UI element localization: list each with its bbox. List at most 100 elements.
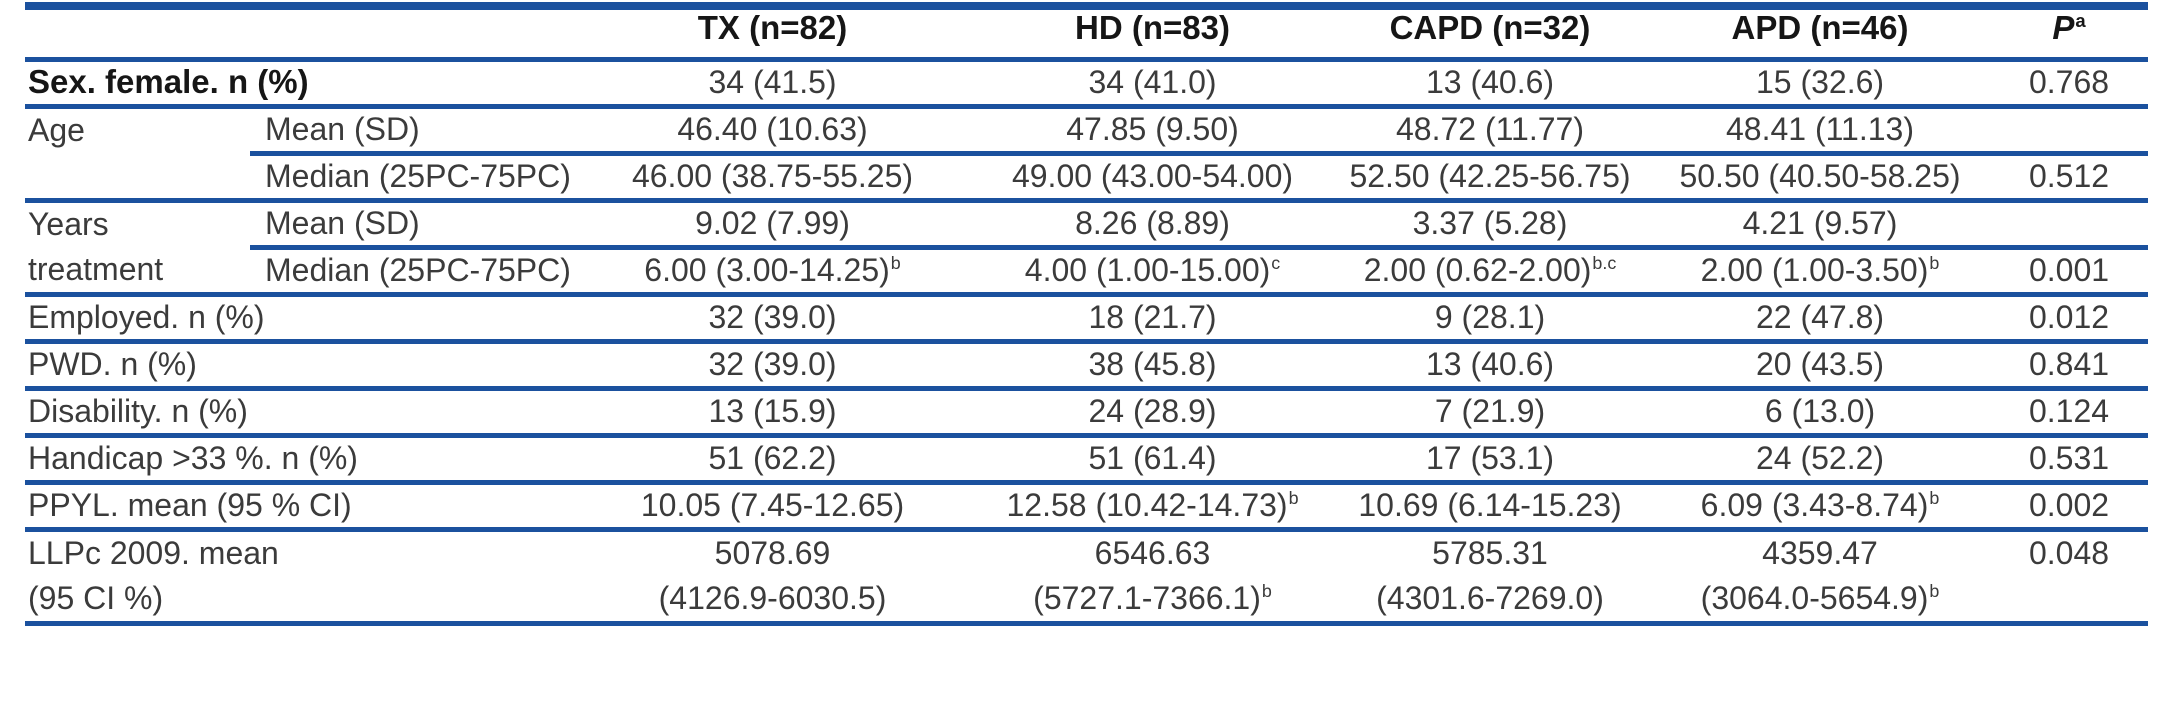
footnote-marker: b xyxy=(1929,253,1940,274)
row-years-median: treatment Median (25PC-75PC) 6.00 (3.00-… xyxy=(25,247,2148,297)
cell-value: 46.00 (38.75-55.25) xyxy=(631,157,914,194)
cell-value: 51 (62.2) xyxy=(708,439,837,476)
cell-value: 52.50 (42.25-56.75) xyxy=(1349,157,1631,194)
paper-table-container: TX (n=82) HD (n=83) CAPD (n=32) APD (n=4… xyxy=(25,2,2148,626)
cell-value: 46.40 (10.63) xyxy=(677,110,868,147)
cell-apd: (3064.0-5654.9)b xyxy=(1650,576,1990,623)
p-value-symbol: P xyxy=(2052,9,2075,47)
row-label: Handicap >33 %. n (%) xyxy=(25,435,570,485)
cell-hd: 38 (45.8) xyxy=(975,341,1330,391)
cell-hd: 18 (21.7) xyxy=(975,294,1330,344)
cell-value: (5727.1-7366.1) xyxy=(1033,579,1261,616)
cell-hd: 4.00 (1.00-15.00)c xyxy=(975,247,1330,297)
cell-value: 34 (41.5) xyxy=(708,63,837,100)
cell-value: 51 (61.4) xyxy=(1088,439,1217,476)
row-sex-female: Sex. female. n (%) 34 (41.5) 34 (41.0) 1… xyxy=(25,59,2148,109)
cell-hd: (5727.1-7366.1)b xyxy=(975,576,1330,623)
cell-value: 38 (45.8) xyxy=(1088,345,1217,382)
cell-apd: 50.50 (40.50-58.25) xyxy=(1650,153,1990,203)
row-sublabel: Mean (SD) xyxy=(250,106,570,156)
cell-tx: 46.00 (38.75-55.25) xyxy=(570,153,975,203)
cell-value: 3.37 (5.28) xyxy=(1412,204,1568,241)
row-disability: Disability. n (%) 13 (15.9) 24 (28.9) 7 … xyxy=(25,388,2148,438)
cell-value: 10.05 (7.45-12.65) xyxy=(640,486,905,523)
cell-value: 9 (28.1) xyxy=(1434,298,1546,335)
cell-p-value: 0.531 xyxy=(1990,435,2148,485)
row-label: treatment xyxy=(25,247,250,297)
cell-tx: 6.00 (3.00-14.25)b xyxy=(570,247,975,297)
cell-capd: 48.72 (11.77) xyxy=(1330,106,1650,156)
cell-value: (3064.0-5654.9) xyxy=(1700,579,1929,616)
row-llpc-mean: LLPc 2009. mean 5078.69 6546.63 5785.31 … xyxy=(25,529,2148,576)
col-header-hd: HD (n=83) xyxy=(975,6,1330,62)
cell-apd: 15 (32.6) xyxy=(1650,59,1990,109)
cell-capd: 17 (53.1) xyxy=(1330,435,1650,485)
cell-value: 6546.63 xyxy=(1094,535,1211,572)
footnote-marker: b xyxy=(1929,581,1940,601)
footnote-marker-a: a xyxy=(2075,10,2086,32)
cell-apd: 6.09 (3.43-8.74)b xyxy=(1650,482,1990,532)
cell-p-value: 0.001 xyxy=(1990,247,2148,297)
cell-hd: 6546.63 xyxy=(975,529,1330,576)
cell-value: 10.69 (6.14-15.23) xyxy=(1358,486,1622,523)
cell-value: 48.41 (11.13) xyxy=(1726,110,1914,147)
empty-header-cell xyxy=(25,6,570,62)
cell-value: 13 (40.6) xyxy=(1425,345,1555,382)
row-sublabel: Median (25PC-75PC) xyxy=(250,247,571,297)
cell-value: 20 (43.5) xyxy=(1755,345,1885,382)
cell-capd: 7 (21.9) xyxy=(1330,388,1650,438)
cell-capd: 9 (28.1) xyxy=(1330,294,1650,344)
cell-capd: 52.50 (42.25-56.75) xyxy=(1330,153,1650,203)
cell-value: 24 (52.2) xyxy=(1755,439,1885,476)
footnote-marker: b xyxy=(1929,488,1940,509)
row-ppyl: PPYL. mean (95 % CI) 10.05 (7.45-12.65) … xyxy=(25,482,2148,532)
footnote-marker: b xyxy=(890,253,901,274)
cell-value: (4301.6-7269.0) xyxy=(1376,579,1604,616)
cell-value: 34 (41.0) xyxy=(1088,63,1217,100)
cell-capd: 5785.31 xyxy=(1330,529,1650,576)
col-header-capd: CAPD (n=32) xyxy=(1330,6,1650,62)
cell-apd: 4359.47 xyxy=(1650,529,1990,576)
cell-tx: 51 (62.2) xyxy=(570,435,975,485)
cell-value: 13 (15.9) xyxy=(708,392,837,429)
cell-apd: 24 (52.2) xyxy=(1650,435,1990,485)
cell-value: 18 (21.7) xyxy=(1088,298,1217,335)
cell-value: 15 (32.6) xyxy=(1755,63,1885,100)
row-label: PPYL. mean (95 % CI) xyxy=(25,482,570,532)
cell-capd: (4301.6-7269.0) xyxy=(1330,576,1650,623)
row-label: Employed. n (%) xyxy=(25,294,570,344)
cell-value: 17 (53.1) xyxy=(1425,439,1555,476)
cell-p-value: 0.048 xyxy=(2028,535,2110,572)
cell-p-value: 0.002 xyxy=(1990,482,2148,532)
cell-value: 4.21 (9.57) xyxy=(1742,204,1898,241)
cell-value: 4359.47 xyxy=(1762,535,1878,572)
footnote-marker: b xyxy=(1261,581,1272,601)
cell-p-value: 0.124 xyxy=(1990,388,2148,438)
cell-value: 6.09 (3.43-8.74) xyxy=(1700,486,1929,523)
row-label: LLPc 2009. mean xyxy=(28,535,279,572)
row-label: PWD. n (%) xyxy=(25,341,570,391)
col-header-p: Pa xyxy=(1990,6,2148,62)
cell-tx: 34 (41.5) xyxy=(570,59,975,109)
cell-p-value: 0.512 xyxy=(1990,153,2148,203)
cell-hd: 12.58 (10.42-14.73)b xyxy=(975,482,1330,532)
cell-tx: 9.02 (7.99) xyxy=(570,200,975,250)
cell-value: 24 (28.9) xyxy=(1088,392,1217,429)
row-sublabel: Mean (SD) xyxy=(250,200,570,250)
row-pwd: PWD. n (%) 32 (39.0) 38 (45.8) 13 (40.6)… xyxy=(25,341,2148,391)
cell-value: 13 (40.6) xyxy=(1425,63,1555,100)
row-sublabel: Median (25PC-75PC) xyxy=(250,153,571,203)
cell-p-value: 0.841 xyxy=(1990,341,2148,391)
cell-apd: 6 (13.0) xyxy=(1650,388,1990,438)
cell-value: 2.00 (1.00-3.50) xyxy=(1700,251,1929,288)
demographics-comparison-table: TX (n=82) HD (n=83) CAPD (n=32) APD (n=4… xyxy=(25,2,2148,626)
table-header-row: TX (n=82) HD (n=83) CAPD (n=32) APD (n=4… xyxy=(25,6,2148,62)
row-label: Years xyxy=(28,206,109,243)
cell-value: 32 (39.0) xyxy=(708,345,837,382)
cell-hd: 24 (28.9) xyxy=(975,388,1330,438)
col-header-tx: TX (n=82) xyxy=(570,6,975,62)
cell-apd: 2.00 (1.00-3.50)b xyxy=(1650,247,1990,297)
cell-tx: (4126.9-6030.5) xyxy=(570,576,975,623)
cell-capd: 13 (40.6) xyxy=(1330,341,1650,391)
row-age-median: Median (25PC-75PC) 46.00 (38.75-55.25) 4… xyxy=(25,153,2148,203)
